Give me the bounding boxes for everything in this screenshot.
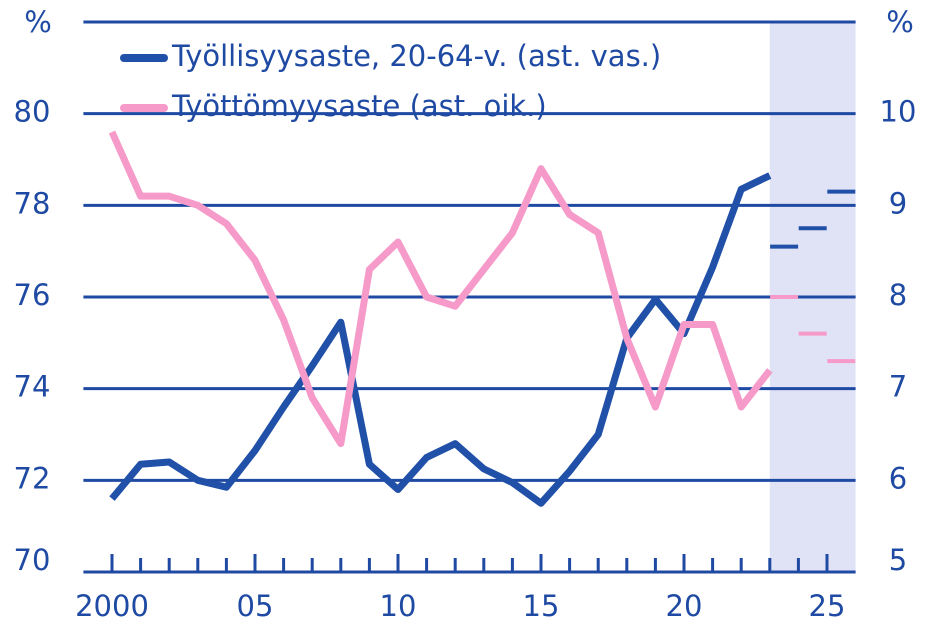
y-tick-label: 72: [14, 461, 51, 495]
y2-tick-label: 5: [889, 543, 907, 577]
x-tick-label: 15: [523, 589, 560, 623]
x-tick-label: 20: [666, 589, 703, 623]
y-tick-label: 76: [14, 278, 51, 312]
y-unit: %: [24, 5, 52, 39]
x-tick-label: 2000: [75, 589, 149, 623]
y2-tick-label: 10: [880, 95, 917, 129]
y2-tick-label: 6: [889, 461, 907, 495]
x-tick-label: 05: [237, 589, 274, 623]
y-tick-label: 80: [14, 95, 51, 129]
y-tick-label: 78: [14, 186, 51, 220]
x-tick-label: 10: [380, 589, 417, 623]
y2-tick-label: 9: [889, 186, 907, 220]
series-line: [109, 172, 772, 507]
y2-tick-label: 8: [889, 278, 907, 312]
legend-label: Työttömyysaste (ast. oik.): [171, 89, 547, 123]
y-tick-label: 74: [14, 370, 51, 404]
series-line: [108, 130, 773, 448]
y2-tick-label: 7: [889, 370, 907, 404]
legend-label: Työllisyysaste, 20-64-v. (ast. vas.): [171, 39, 661, 73]
x-tick-label: 25: [809, 589, 846, 623]
y2-unit: %: [886, 5, 914, 39]
y-tick-label: 70: [14, 543, 51, 577]
